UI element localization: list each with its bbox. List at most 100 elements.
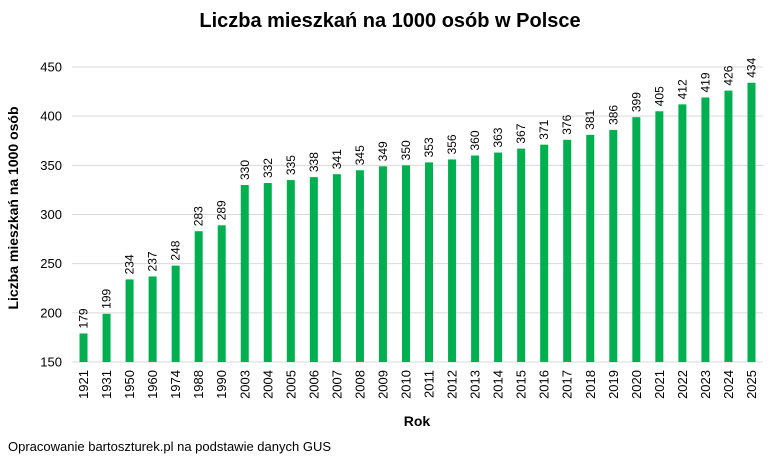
data-labels: 179 199 234 237 248 283 289 330 332 335 338 341 345 3… xyxy=(77,57,759,328)
x-tick-label: 2014 xyxy=(491,370,506,399)
data-label: 426 xyxy=(721,65,735,85)
data-label: 179 xyxy=(77,308,91,328)
x-tick-label: 1931 xyxy=(99,370,114,399)
data-label: 332 xyxy=(261,158,275,178)
x-tick-label: 2003 xyxy=(237,370,252,399)
x-tick-label: 2013 xyxy=(468,370,483,399)
bar-2004 xyxy=(263,183,272,362)
x-tick-label: 2009 xyxy=(375,370,390,399)
data-label: 399 xyxy=(629,92,643,112)
data-label: 353 xyxy=(422,137,436,157)
bar-2010 xyxy=(401,165,410,362)
bar-1931 xyxy=(102,313,111,362)
x-tick-label: 1921 xyxy=(76,370,91,399)
bar-2019 xyxy=(609,129,618,362)
bar-2024 xyxy=(724,90,733,362)
data-label: 335 xyxy=(284,155,298,175)
data-label: 349 xyxy=(376,141,390,161)
bar-2018 xyxy=(586,134,595,362)
data-label: 419 xyxy=(698,72,712,92)
bar-2023 xyxy=(701,97,710,362)
data-label: 330 xyxy=(238,160,252,180)
data-label: 356 xyxy=(445,134,459,154)
data-label: 405 xyxy=(652,86,666,106)
x-tick-label: 2006 xyxy=(306,370,321,399)
x-tick-label: 2004 xyxy=(260,370,275,399)
bar-2025 xyxy=(747,82,756,362)
y-tick-label: 400 xyxy=(40,109,62,124)
data-label: 248 xyxy=(169,240,183,260)
y-tick-label: 150 xyxy=(40,355,62,370)
x-tick-label: 2024 xyxy=(721,370,736,399)
x-tick-label: 1974 xyxy=(168,370,183,399)
gridlines xyxy=(72,66,763,363)
bar-2017 xyxy=(563,139,572,362)
y-axis-ticks: 150 200 250 300 350 400 450 xyxy=(40,60,62,370)
y-tick-label: 250 xyxy=(40,256,62,271)
bar-2015 xyxy=(517,148,526,362)
x-axis-ticks: 1921 1931 1950 1960 1974 1988 1990 2003 2004 2005… xyxy=(76,370,759,399)
bar-2009 xyxy=(378,166,387,362)
x-tick-label: 2018 xyxy=(583,370,598,399)
data-label: 386 xyxy=(606,105,620,125)
data-label: 367 xyxy=(514,123,528,143)
bar-2011 xyxy=(425,162,434,362)
y-axis-title: Liczba mieszkań na 1000 osób xyxy=(5,106,21,309)
data-label: 371 xyxy=(537,119,551,139)
data-label: 289 xyxy=(215,200,229,220)
data-label: 360 xyxy=(468,130,482,150)
x-tick-label: 2008 xyxy=(352,370,367,399)
bar-2012 xyxy=(448,159,457,362)
x-tick-label: 1960 xyxy=(145,370,160,399)
bar-2007 xyxy=(332,174,341,362)
y-tick-label: 200 xyxy=(40,305,62,320)
bar-2005 xyxy=(286,180,295,362)
bar-2008 xyxy=(355,170,364,362)
x-tick-label: 2007 xyxy=(329,370,344,399)
bars xyxy=(79,82,756,363)
data-label: 237 xyxy=(146,251,160,271)
bar-2013 xyxy=(471,155,480,362)
bar-2014 xyxy=(494,152,503,362)
data-label: 412 xyxy=(675,79,689,99)
data-label: 376 xyxy=(560,114,574,134)
x-tick-label: 2015 xyxy=(514,370,529,399)
x-tick-label: 1988 xyxy=(191,370,206,399)
x-tick-label: 2011 xyxy=(422,370,437,398)
chart-title: Liczba mieszkań na 1000 osób w Polsce xyxy=(199,10,580,32)
data-label: 381 xyxy=(583,110,597,130)
bar-2022 xyxy=(678,104,687,362)
x-tick-label: 2022 xyxy=(675,370,690,399)
bar-1990 xyxy=(217,225,226,362)
data-label: 338 xyxy=(307,152,321,172)
x-tick-label: 2012 xyxy=(445,370,460,399)
data-label: 363 xyxy=(491,127,505,147)
bar-1960 xyxy=(148,276,157,362)
data-label: 234 xyxy=(123,254,137,274)
x-tick-label: 2019 xyxy=(606,370,621,399)
x-tick-label: 1990 xyxy=(214,370,229,399)
bar-2016 xyxy=(540,144,549,362)
y-tick-label: 300 xyxy=(40,207,62,222)
bar-2021 xyxy=(655,111,664,362)
data-label: 345 xyxy=(353,145,367,165)
bar-1921 xyxy=(79,333,88,362)
x-tick-label: 2010 xyxy=(398,370,413,399)
bar-1974 xyxy=(171,265,180,362)
source-note: Opracowanie bartoszturek.pl na podstawie… xyxy=(8,439,332,454)
x-tick-label: 1950 xyxy=(122,370,137,399)
x-axis-title: Rok xyxy=(404,413,431,429)
data-label: 199 xyxy=(100,288,114,308)
x-tick-label: 2005 xyxy=(283,370,298,399)
y-tick-label: 450 xyxy=(40,60,62,75)
bar-1950 xyxy=(125,279,134,362)
x-tick-label: 2023 xyxy=(698,370,713,399)
bar-2006 xyxy=(309,177,318,362)
bar-2003 xyxy=(240,185,249,362)
data-label: 434 xyxy=(744,57,758,77)
x-tick-label: 2025 xyxy=(744,370,759,399)
data-label: 350 xyxy=(399,140,413,160)
x-tick-label: 2020 xyxy=(629,370,644,399)
bar-1988 xyxy=(194,231,203,362)
